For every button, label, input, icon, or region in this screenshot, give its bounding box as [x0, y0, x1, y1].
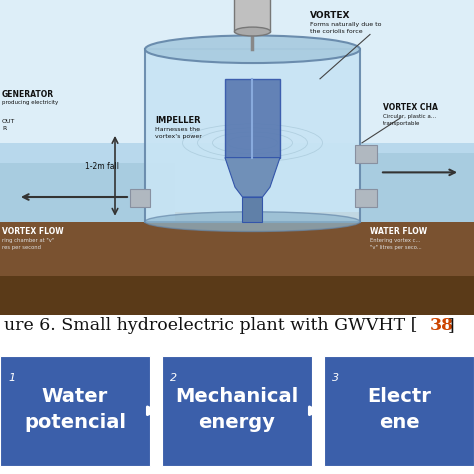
- Bar: [0, 143, 474, 222]
- Bar: [225, 79, 280, 157]
- Bar: [0, 276, 474, 315]
- Text: energy: energy: [199, 413, 275, 432]
- Text: potencial: potencial: [24, 413, 126, 432]
- Text: 1-2m fall: 1-2m fall: [85, 163, 119, 172]
- Text: 1: 1: [8, 373, 15, 383]
- Bar: [0, 212, 474, 315]
- Text: "v" litres per seco...: "v" litres per seco...: [370, 245, 422, 250]
- Text: Electr: Electr: [367, 387, 431, 406]
- Text: GENERATOR: GENERATOR: [2, 90, 54, 99]
- Text: VORTEX: VORTEX: [310, 11, 350, 20]
- Text: transportable: transportable: [383, 121, 420, 126]
- Text: Water: Water: [42, 387, 108, 406]
- Text: VORTEX CHA: VORTEX CHA: [383, 103, 438, 112]
- Bar: [0, 0, 474, 177]
- Bar: [0, 356, 150, 466]
- Bar: [145, 49, 360, 222]
- Text: Harnesses the: Harnesses the: [155, 127, 200, 132]
- Text: 3: 3: [332, 373, 339, 383]
- Bar: [355, 145, 377, 163]
- Text: ure 6. Small hydroelectric plant with GWVHT [: ure 6. Small hydroelectric plant with GW…: [4, 318, 418, 334]
- Text: ene: ene: [379, 413, 419, 432]
- Bar: [130, 189, 150, 207]
- Text: res per second: res per second: [2, 245, 41, 250]
- Text: ring chamber at "v": ring chamber at "v": [2, 238, 54, 243]
- Text: Forms naturally due to: Forms naturally due to: [310, 22, 382, 27]
- Text: Mechanical: Mechanical: [175, 387, 299, 406]
- Bar: [360, 153, 474, 222]
- Bar: [0, 163, 175, 222]
- Text: WATER FLOW: WATER FLOW: [370, 228, 427, 237]
- Bar: [355, 189, 377, 207]
- Text: producing electricity: producing electricity: [2, 100, 58, 105]
- Ellipse shape: [145, 212, 360, 231]
- Text: IMPELLER: IMPELLER: [155, 116, 201, 125]
- Polygon shape: [225, 157, 280, 197]
- Text: ]: ]: [448, 318, 455, 334]
- Text: 38: 38: [430, 318, 454, 334]
- Bar: [162, 356, 312, 466]
- Bar: [324, 356, 474, 466]
- Text: VORTEX FLOW: VORTEX FLOW: [2, 228, 64, 237]
- Bar: [243, 197, 263, 222]
- Ellipse shape: [145, 36, 360, 63]
- Text: Entering vortex c...: Entering vortex c...: [370, 238, 420, 243]
- Text: R: R: [2, 126, 6, 131]
- Ellipse shape: [235, 27, 271, 36]
- Bar: [235, 0, 271, 31]
- Text: OUT: OUT: [2, 119, 15, 124]
- Text: vortex's power: vortex's power: [155, 134, 202, 139]
- Text: 2: 2: [170, 373, 177, 383]
- Text: Circular, plastic a...: Circular, plastic a...: [383, 114, 436, 119]
- Text: the coriolis force: the coriolis force: [310, 28, 363, 34]
